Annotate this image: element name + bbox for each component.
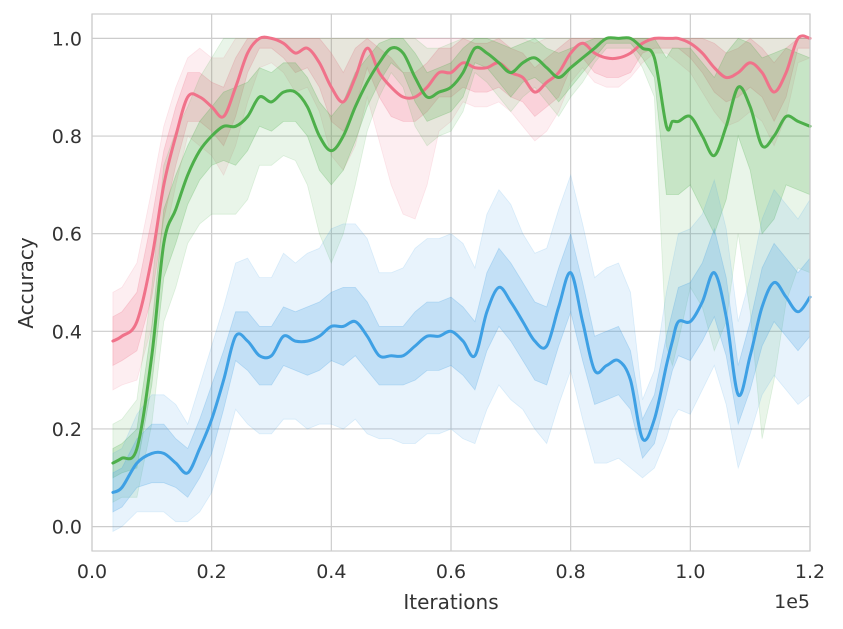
x-tick-label: 1.2	[795, 561, 825, 583]
y-tick-label: 0.8	[52, 126, 82, 148]
x-offset-text: 1e5	[774, 591, 810, 613]
x-tick-label: 0.2	[197, 561, 227, 583]
y-tick-label: 0.2	[52, 419, 82, 441]
x-tick-label: 0.4	[316, 561, 346, 583]
y-tick-label: 1.0	[52, 28, 82, 50]
x-tick-label: 0.8	[556, 561, 586, 583]
series-lines	[111, 34, 812, 494]
y-tick-label: 0.0	[52, 517, 82, 539]
y-tick-labels: 0.0 0.2 0.4 0.6 0.8 1.0	[52, 28, 82, 538]
x-tick-label: 0.6	[436, 561, 466, 583]
y-tick-label: 0.4	[52, 321, 82, 343]
x-tick-label: 0.0	[77, 561, 107, 583]
series-2-line	[111, 36, 812, 465]
x-tick-labels: 0.0 0.2 0.4 0.6 0.8 1.0 1.2	[77, 561, 825, 583]
y-axis-label: Accuracy	[14, 237, 38, 328]
x-tick-label: 1.0	[675, 561, 705, 583]
series-3-line	[111, 271, 812, 494]
x-axis-label: Iterations	[403, 590, 498, 614]
y-tick-label: 0.6	[52, 224, 82, 246]
plot-frame	[91, 13, 811, 552]
